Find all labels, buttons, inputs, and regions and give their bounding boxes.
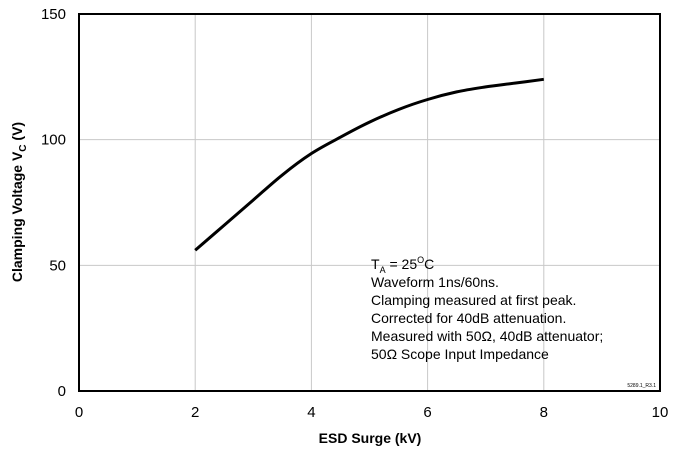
conditions-note: TA = 25OC Waveform 1ns/60ns. Clamping me…: [371, 255, 603, 362]
plot-frame: [78, 13, 661, 392]
y-tick-label: 50: [49, 257, 66, 274]
series-group: [194, 77, 545, 252]
note-ta-equals: = 25: [386, 256, 418, 272]
note-line: 50Ω Scope Input Impedance: [371, 346, 549, 362]
x-axis-title: ESD Surge (kV): [319, 430, 422, 446]
note-ta-subscript: A: [380, 265, 386, 275]
note-line: Corrected for 40dB attenuation.: [371, 310, 566, 326]
x-tick-label: 8: [540, 404, 548, 421]
y-tick-label: 0: [58, 383, 66, 400]
note-ta-unit: C: [424, 256, 434, 272]
y-axis-title-unit: (V): [9, 122, 25, 145]
y-tick-label: 100: [41, 132, 66, 149]
x-tick-label: 4: [307, 404, 315, 421]
x-tick-label: 6: [423, 404, 431, 421]
y-axis-title-main: Clamping Voltage V: [9, 151, 25, 282]
x-tick-label: 0: [75, 404, 83, 421]
x-tick-label: 10: [652, 404, 669, 421]
series-line: [194, 77, 545, 252]
note-line: Clamping measured at first peak.: [371, 292, 576, 308]
y-axis-title-subscript: C: [18, 144, 29, 151]
note-line: Measured with 50Ω, 40dB attenuator;: [371, 328, 603, 344]
y-axis-title: Clamping Voltage VC (V): [9, 122, 29, 282]
y-tick-label: 150: [41, 6, 66, 23]
note-ambient-temp: TA = 25OC: [371, 255, 434, 275]
figure-id: 5289.1_R3.1: [627, 383, 656, 389]
note-ta-main: T: [371, 256, 380, 272]
x-tick-label: 2: [191, 404, 199, 421]
note-ta-superscript: O: [417, 255, 424, 265]
note-line: Waveform 1ns/60ns.: [371, 274, 499, 290]
grid-lines: [79, 14, 660, 391]
